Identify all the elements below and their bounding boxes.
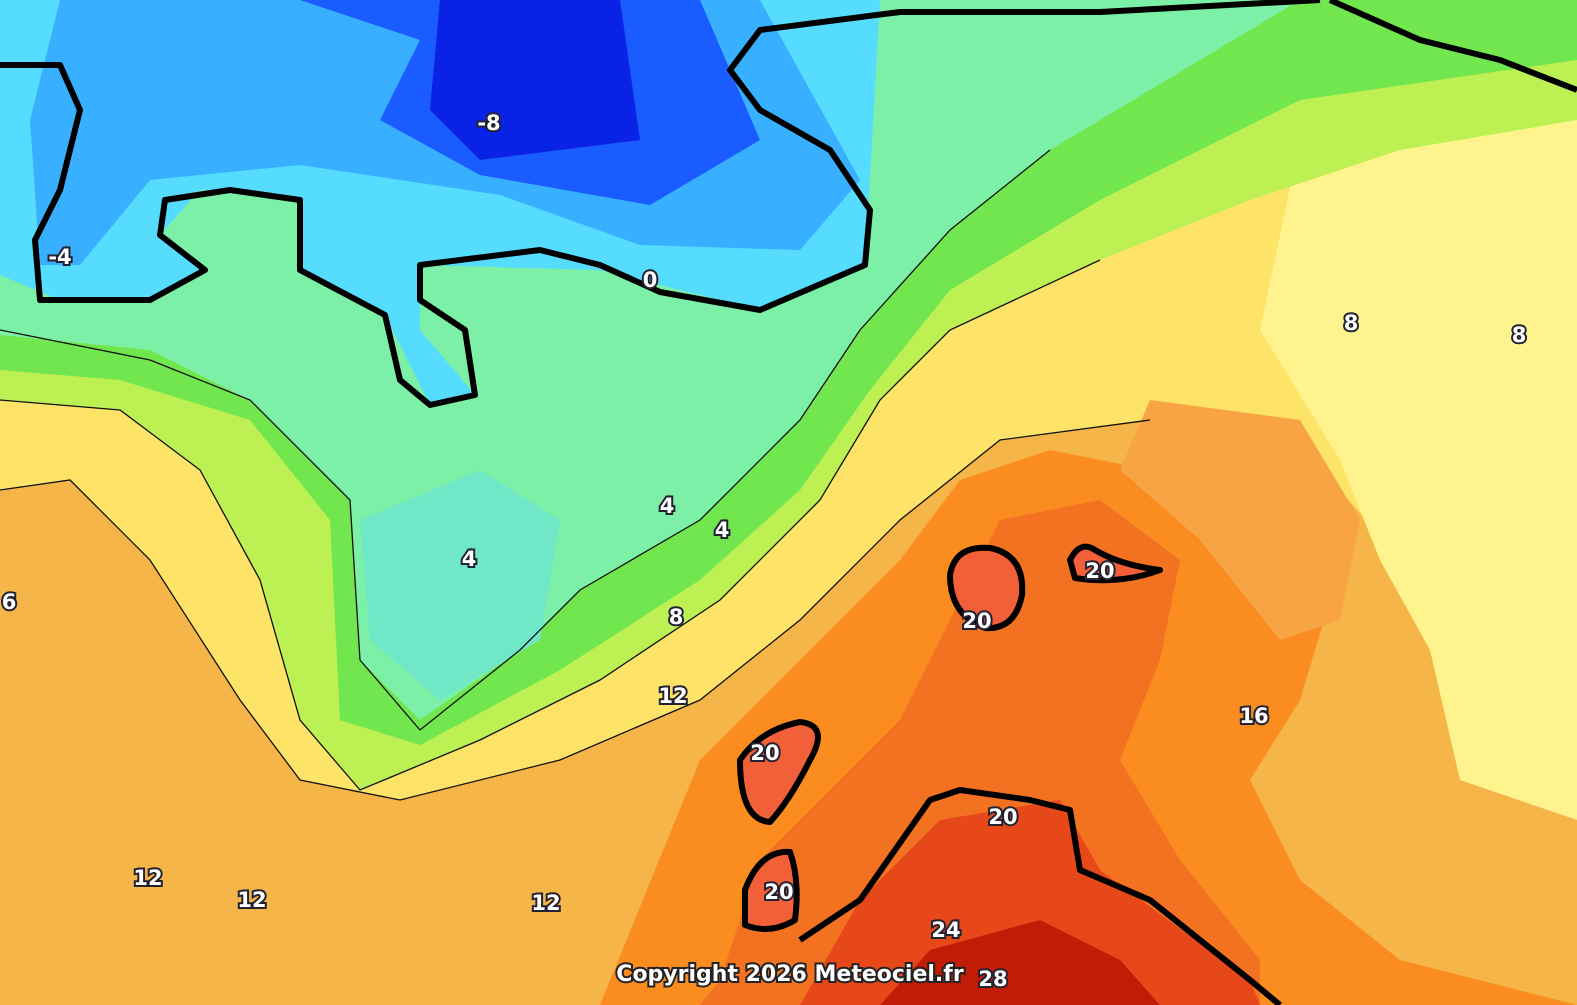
isotherm-label: 8 <box>1512 323 1527 347</box>
isotherm-label: 4 <box>660 494 675 518</box>
isotherm-label: 20 <box>962 609 991 633</box>
isotherm-label: 20 <box>764 880 793 904</box>
isotherm-label: 20 <box>988 805 1017 829</box>
isotherm-8 <box>0 259 1101 791</box>
red-blob <box>1070 546 1160 581</box>
isotherm-label: 0 <box>643 268 658 292</box>
isotherm-label: 12 <box>237 888 266 912</box>
teal-patch <box>360 470 560 700</box>
isotherm-20 <box>742 848 800 932</box>
isotherm-label: 16 <box>1239 704 1268 728</box>
isotherm-label: 4 <box>462 547 477 571</box>
red-africa <box>800 800 1260 1005</box>
isotherm-0 <box>1328 0 1577 93</box>
isotherm-label: 8 <box>1344 311 1359 335</box>
isotherm-label: 6 <box>2 590 17 614</box>
red-blob <box>950 547 1023 629</box>
darkest-blue-zone <box>430 0 640 160</box>
orange-east <box>1120 400 1360 640</box>
copyright: Copyright 2026 Meteociel.fr <box>616 962 964 987</box>
isotherm-4 <box>0 149 1051 731</box>
isotherm-20 <box>947 544 1026 632</box>
isotherm-label: 8 <box>669 605 684 629</box>
isotherm-label: -4 <box>48 245 71 269</box>
isotherm-label: 28 <box>978 967 1007 991</box>
deep-red-africa <box>880 920 1160 1005</box>
isotherm-0 <box>0 0 1321 408</box>
isotherm-label: 12 <box>658 684 687 708</box>
light-yellow-east <box>1260 120 1577 820</box>
isotherm-label: 12 <box>531 891 560 915</box>
isotherm-label: 20 <box>1085 559 1114 583</box>
red-blob <box>740 722 818 822</box>
isotherm-label: 24 <box>931 918 960 942</box>
isotherm-12 <box>0 419 1151 801</box>
isotherm-20 <box>1067 543 1163 584</box>
isotherm-label: 4 <box>715 518 730 542</box>
isotherm-20 <box>798 787 1282 1005</box>
isotherm-20 <box>737 719 821 825</box>
isotherm-label: -8 <box>477 111 500 135</box>
isotherm-label: 12 <box>133 866 162 890</box>
dark-orange <box>700 500 1260 1005</box>
isotherm-label: 20 <box>750 741 779 765</box>
